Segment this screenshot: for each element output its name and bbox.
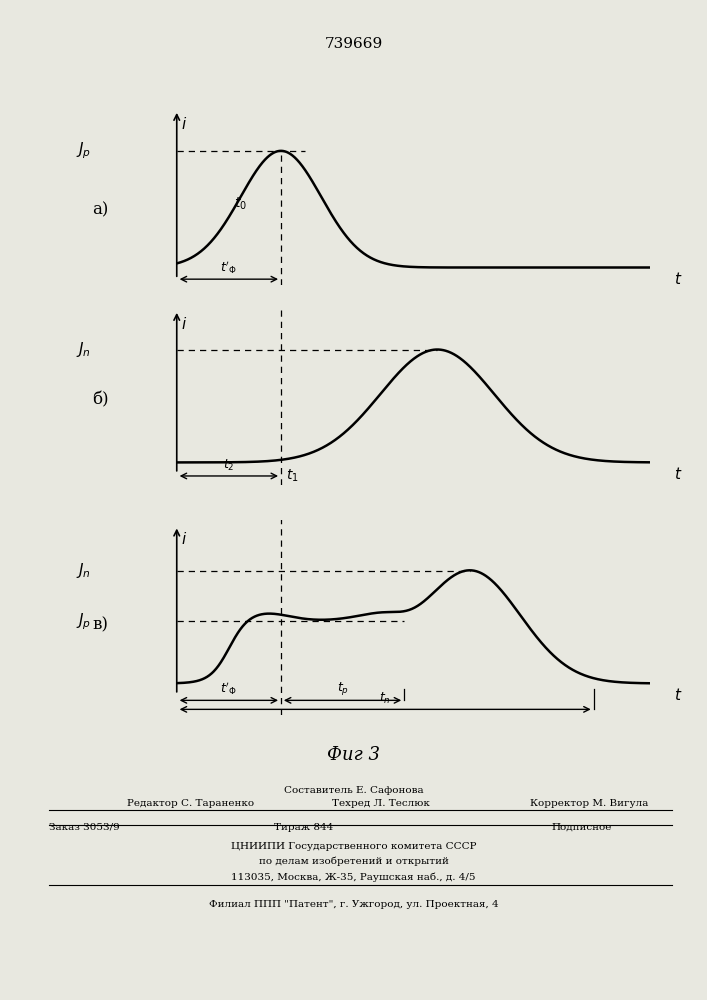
Text: в): в): [92, 616, 108, 634]
Text: $t_0$: $t_0$: [234, 195, 247, 212]
Text: ЦНИИПИ Государственного комитета СССР: ЦНИИПИ Государственного комитета СССР: [230, 842, 477, 851]
Text: Заказ 3053/9: Заказ 3053/9: [49, 823, 120, 832]
Text: Тираж 844: Тираж 844: [274, 823, 334, 832]
Text: $i$: $i$: [182, 531, 187, 547]
Text: $J_p$: $J_p$: [76, 141, 91, 161]
Text: 113035, Москва, Ж-35, Раушская наб., д. 4/5: 113035, Москва, Ж-35, Раушская наб., д. …: [231, 872, 476, 882]
Text: $t$: $t$: [674, 271, 682, 287]
Text: $t'_\Phi$: $t'_\Phi$: [221, 259, 238, 276]
Text: а): а): [92, 202, 108, 219]
Text: $t_2$: $t_2$: [223, 457, 235, 473]
Text: $J_n$: $J_n$: [76, 561, 91, 580]
Text: $t'_\Phi$: $t'_\Phi$: [221, 680, 238, 697]
Text: $t_p$: $t_p$: [337, 680, 349, 697]
Text: 739669: 739669: [325, 37, 382, 51]
Text: $t$: $t$: [674, 687, 682, 703]
Text: Техред Л. Теслюк: Техред Л. Теслюк: [332, 799, 430, 808]
Text: $t$: $t$: [674, 466, 682, 482]
Text: $t_n$: $t_n$: [379, 691, 391, 706]
Text: $i$: $i$: [182, 116, 187, 132]
Text: Подписное: Подписное: [551, 823, 612, 832]
Text: $J_p$: $J_p$: [76, 611, 91, 632]
Text: Филиал ППП "Патент", г. Ужгород, ул. Проектная, 4: Филиал ППП "Патент", г. Ужгород, ул. Про…: [209, 900, 498, 909]
Text: Корректор М. Вигула: Корректор М. Вигула: [530, 799, 648, 808]
Text: б): б): [92, 391, 109, 408]
Text: Составитель Е. Сафонова: Составитель Е. Сафонова: [284, 786, 423, 795]
Text: $i$: $i$: [182, 316, 187, 332]
Text: Редактор С. Тараненко: Редактор С. Тараненко: [127, 799, 255, 808]
Text: Фиг 3: Фиг 3: [327, 746, 380, 764]
Text: по делам изобретений и открытий: по делам изобретений и открытий: [259, 857, 448, 866]
Text: $t_1$: $t_1$: [286, 468, 298, 484]
Text: $J_n$: $J_n$: [76, 340, 91, 359]
